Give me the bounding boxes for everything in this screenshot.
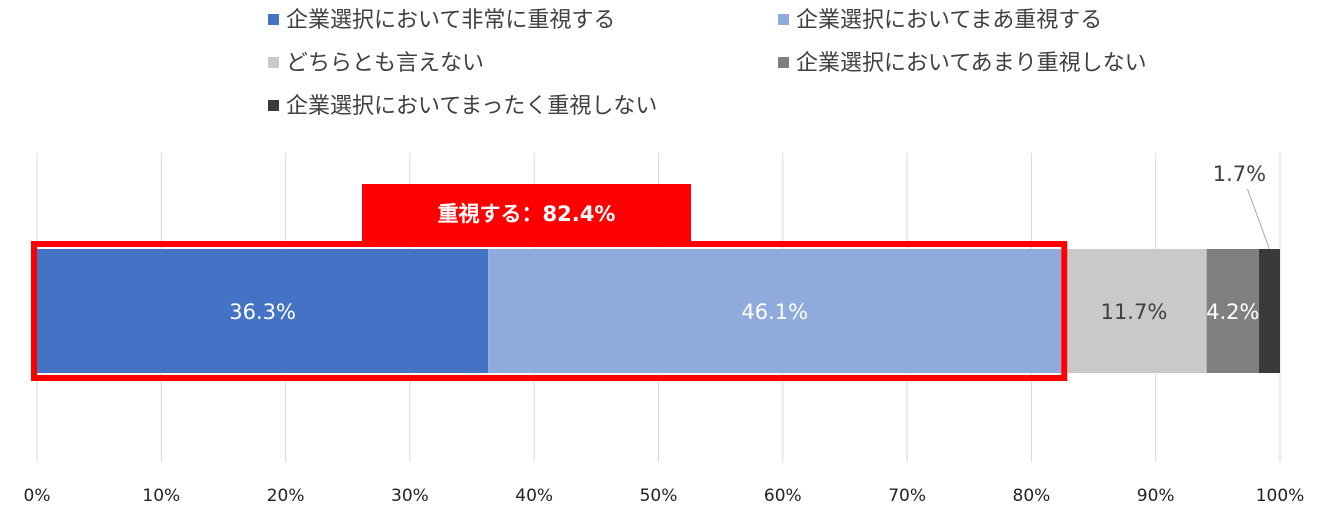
x-tick-label: 60% — [764, 486, 802, 506]
data-labels: 36.3% 46.1% 11.7% 4.2% 1.7% — [229, 162, 1270, 324]
legend-swatch — [268, 57, 279, 68]
x-tick-label: 100% — [1256, 486, 1305, 506]
bar-segment — [488, 249, 1062, 373]
callout-box — [362, 184, 691, 244]
x-tick-label: 40% — [515, 486, 553, 506]
x-tick-label: 50% — [640, 486, 678, 506]
bar-segment — [1206, 249, 1259, 373]
x-tick-label: 10% — [142, 486, 180, 506]
data-label: 1.7% — [1213, 162, 1266, 186]
legend-label: 企業選択においてまったく重視しない — [286, 94, 657, 119]
x-tick-label: 80% — [1013, 486, 1051, 506]
bar-segment — [37, 249, 489, 373]
bar-segment — [1061, 249, 1207, 373]
legend-swatch — [268, 100, 279, 111]
callout-text: 重視する：82.4% — [438, 202, 616, 226]
legend-label: 企業選択においてあまり重視しない — [796, 51, 1147, 76]
x-tick-label: 30% — [391, 486, 429, 506]
legend-label: どちらとも言えない — [286, 51, 484, 76]
legend-label: 企業選択においてまあ重視する — [796, 8, 1102, 33]
x-axis-tick-labels: 0% 10% 20% 30% 40% 50% 60% 70% 80% 90% 100% — [24, 486, 1305, 506]
bar-segment — [1258, 249, 1280, 373]
x-tick-label: 70% — [888, 486, 926, 506]
bar-segments — [37, 249, 1280, 373]
x-tick-label: 90% — [1137, 486, 1175, 506]
data-label: 4.2% — [1206, 300, 1259, 324]
data-label: 36.3% — [229, 300, 296, 324]
leader-line — [1246, 188, 1270, 250]
callout: 重視する：82.4% — [31, 184, 1068, 381]
data-label: 11.7% — [1101, 300, 1168, 324]
legend-swatch — [268, 14, 279, 25]
x-tick-label: 0% — [24, 486, 51, 506]
x-tick-label: 20% — [267, 486, 305, 506]
legend-swatch — [778, 14, 789, 25]
legend-label: 企業選択において非常に重視する — [286, 8, 615, 33]
data-label: 46.1% — [741, 300, 808, 324]
legend-swatch — [778, 57, 789, 68]
